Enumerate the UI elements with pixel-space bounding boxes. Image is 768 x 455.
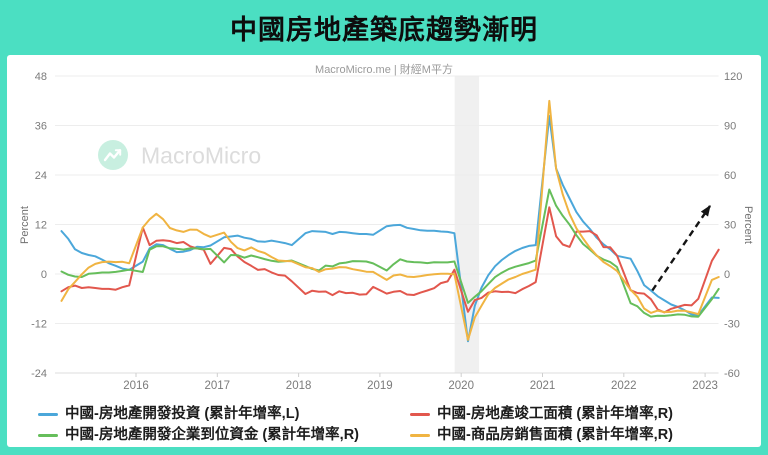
left-axis-title: Percent	[19, 206, 31, 244]
uptrend-dashed-arrow	[651, 204, 711, 292]
legend-swatch-funds	[38, 434, 58, 437]
left-axis-tick-label: -24	[31, 368, 47, 380]
legend-item-completion[interactable]: 中國-房地產竣工面積 (累計年增率,R)	[410, 406, 673, 423]
page-title: 中國房地產築底趨勢漸明	[230, 15, 538, 45]
right-axis-tick-label: -60	[724, 368, 740, 380]
title-bar: 中國房地產築底趨勢漸明	[0, 0, 768, 55]
left-axis-tick-label: 48	[35, 71, 47, 83]
left-axis-tick-label: 0	[41, 269, 47, 281]
x-axis-tick-label: 2018	[286, 380, 312, 392]
trend-zigzag-icon	[103, 149, 122, 162]
right-axis-title: Percent	[742, 206, 754, 244]
chart-svg: 48 120 36 90 24 60 12 30 0 0 -12 -30 -24 -60 2016 2017 2…	[19, 71, 754, 392]
series-line-sales	[60, 99, 720, 341]
x-axis-tick-label: 2022	[611, 380, 637, 392]
x-axis-tick-label: 2021	[530, 380, 556, 392]
x-axis-tick-label: 2016	[123, 380, 149, 392]
trend-arrow-tip-icon	[114, 149, 122, 156]
legend-swatch-investment	[38, 413, 58, 416]
legend-label-sales: 中國-商品房銷售面積 (累計年增率,R)	[437, 427, 674, 443]
x-axis-tick-label: 2019	[367, 380, 393, 392]
series-line-funds	[60, 188, 720, 318]
right-axis-tick-label: 0	[724, 269, 730, 281]
right-axis-tick-label: 30	[724, 220, 736, 232]
legend-item-investment[interactable]: 中國-房地產開發投資 (累計年增率,L)	[38, 406, 410, 423]
source-caption: MacroMicro.me | 財經M平方	[315, 64, 453, 76]
legend-swatch-completion	[410, 413, 430, 416]
series-line-completion	[60, 206, 720, 314]
x-axis-tick-label: 2023	[692, 380, 718, 392]
legend: 中國-房地產開發投資 (累計年增率,L) 中國-房地產竣工面積 (累計年增率,R)…	[38, 406, 673, 444]
watermark-text: MacroMicro	[141, 143, 261, 169]
left-axis-tick-label: 12	[35, 220, 47, 232]
watermark: MacroMicro	[98, 140, 261, 170]
legend-item-funds[interactable]: 中國-房地產開發企業到位資金 (累計年增率,R)	[38, 427, 410, 444]
right-axis-tick-label: 60	[724, 170, 736, 182]
right-axis-tick-label: 90	[724, 121, 736, 133]
x-axis-tick-label: 2017	[205, 380, 231, 392]
left-axis-tick-label: 36	[35, 121, 47, 133]
legend-label-completion: 中國-房地產竣工面積 (累計年增率,R)	[437, 406, 674, 422]
left-axis-tick-label: -12	[31, 319, 47, 331]
legend-label-funds: 中國-房地產開發企業到位資金 (累計年增率,R)	[65, 427, 360, 443]
left-axis-tick-label: 24	[35, 170, 47, 182]
right-axis-tick-label: -30	[724, 319, 740, 331]
legend-label-investment: 中國-房地產開發投資 (累計年增率,L)	[65, 406, 300, 422]
x-axis-tick-label: 2020	[448, 380, 474, 392]
right-axis-tick-label: 120	[724, 71, 742, 83]
legend-item-sales[interactable]: 中國-商品房銷售面積 (累計年增率,R)	[410, 427, 673, 444]
chart-panel: MacroMicro.me | 財經M平方 48 120 36 90 24 60 12 30 0…	[7, 55, 761, 447]
legend-swatch-sales	[410, 434, 430, 437]
